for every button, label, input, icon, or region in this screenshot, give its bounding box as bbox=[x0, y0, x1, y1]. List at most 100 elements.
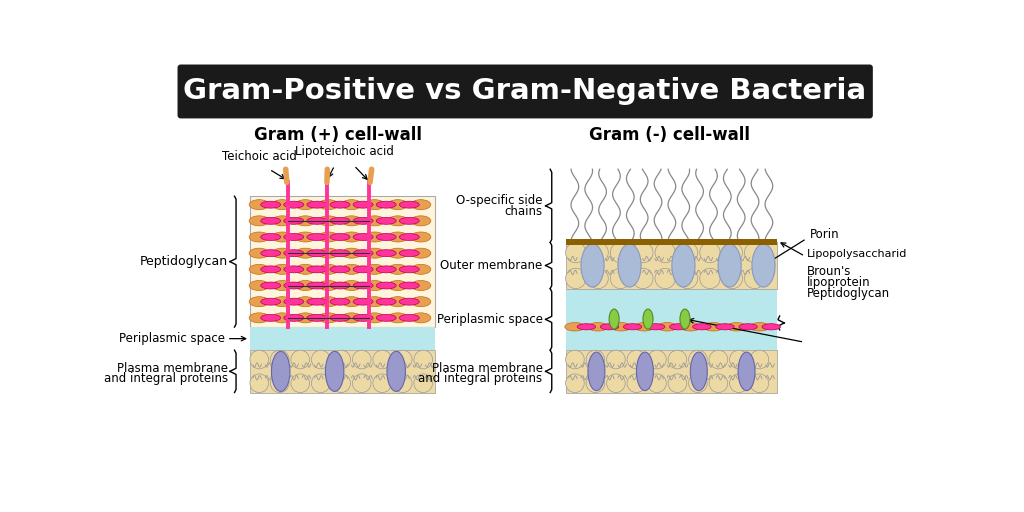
Ellipse shape bbox=[388, 281, 408, 290]
Ellipse shape bbox=[411, 281, 431, 290]
Ellipse shape bbox=[307, 314, 327, 322]
Ellipse shape bbox=[284, 218, 304, 224]
Ellipse shape bbox=[307, 233, 327, 241]
Circle shape bbox=[699, 268, 720, 289]
Ellipse shape bbox=[295, 216, 315, 226]
Ellipse shape bbox=[657, 323, 677, 331]
Circle shape bbox=[606, 350, 626, 369]
Ellipse shape bbox=[388, 200, 408, 210]
Ellipse shape bbox=[387, 351, 406, 391]
Ellipse shape bbox=[307, 282, 327, 289]
Ellipse shape bbox=[318, 248, 339, 258]
Circle shape bbox=[655, 268, 676, 289]
Circle shape bbox=[565, 268, 586, 289]
Ellipse shape bbox=[565, 323, 585, 331]
Ellipse shape bbox=[272, 296, 292, 307]
Circle shape bbox=[270, 374, 289, 393]
Ellipse shape bbox=[272, 264, 292, 274]
Ellipse shape bbox=[376, 250, 396, 257]
Ellipse shape bbox=[249, 296, 269, 307]
Ellipse shape bbox=[643, 309, 653, 329]
Ellipse shape bbox=[261, 218, 281, 224]
Ellipse shape bbox=[318, 296, 339, 307]
Text: Outer membrane: Outer membrane bbox=[440, 259, 543, 272]
Ellipse shape bbox=[376, 201, 396, 208]
Ellipse shape bbox=[411, 248, 431, 258]
Ellipse shape bbox=[307, 266, 327, 273]
Ellipse shape bbox=[578, 324, 596, 330]
Circle shape bbox=[647, 350, 667, 369]
Ellipse shape bbox=[399, 282, 419, 289]
Ellipse shape bbox=[330, 250, 350, 257]
Ellipse shape bbox=[353, 266, 373, 273]
Ellipse shape bbox=[752, 244, 775, 287]
Ellipse shape bbox=[342, 313, 361, 323]
Ellipse shape bbox=[388, 248, 408, 258]
Ellipse shape bbox=[609, 309, 620, 329]
Circle shape bbox=[586, 350, 605, 369]
Ellipse shape bbox=[318, 264, 339, 274]
Ellipse shape bbox=[261, 250, 281, 257]
Circle shape bbox=[668, 374, 687, 393]
Ellipse shape bbox=[376, 266, 396, 273]
Ellipse shape bbox=[295, 248, 315, 258]
Circle shape bbox=[627, 350, 646, 369]
Circle shape bbox=[751, 350, 769, 369]
Ellipse shape bbox=[330, 266, 350, 273]
Circle shape bbox=[250, 374, 268, 393]
Ellipse shape bbox=[261, 201, 281, 208]
Circle shape bbox=[270, 350, 289, 369]
Circle shape bbox=[291, 374, 309, 393]
Ellipse shape bbox=[249, 264, 269, 274]
Ellipse shape bbox=[326, 351, 344, 391]
Circle shape bbox=[565, 350, 585, 369]
Ellipse shape bbox=[295, 264, 315, 274]
Ellipse shape bbox=[272, 313, 292, 323]
Ellipse shape bbox=[295, 296, 315, 307]
FancyBboxPatch shape bbox=[177, 65, 872, 118]
Ellipse shape bbox=[284, 282, 304, 289]
Ellipse shape bbox=[284, 298, 304, 305]
Ellipse shape bbox=[739, 324, 758, 330]
Circle shape bbox=[414, 374, 432, 393]
Ellipse shape bbox=[762, 324, 780, 330]
Ellipse shape bbox=[318, 232, 339, 242]
Ellipse shape bbox=[353, 201, 373, 208]
Ellipse shape bbox=[330, 282, 350, 289]
Circle shape bbox=[688, 374, 708, 393]
Ellipse shape bbox=[330, 233, 350, 241]
Circle shape bbox=[393, 374, 412, 393]
Text: Broun's: Broun's bbox=[807, 265, 851, 278]
Ellipse shape bbox=[249, 248, 269, 258]
Ellipse shape bbox=[342, 248, 361, 258]
Circle shape bbox=[311, 350, 330, 369]
FancyBboxPatch shape bbox=[565, 239, 777, 245]
Ellipse shape bbox=[318, 313, 339, 323]
Ellipse shape bbox=[284, 266, 304, 273]
Ellipse shape bbox=[318, 200, 339, 210]
Ellipse shape bbox=[411, 313, 431, 323]
Circle shape bbox=[729, 350, 749, 369]
Ellipse shape bbox=[376, 282, 396, 289]
Circle shape bbox=[610, 242, 631, 263]
Circle shape bbox=[352, 374, 371, 393]
Ellipse shape bbox=[703, 323, 724, 331]
Circle shape bbox=[709, 374, 728, 393]
Ellipse shape bbox=[330, 298, 350, 305]
Circle shape bbox=[610, 268, 631, 289]
Ellipse shape bbox=[307, 298, 327, 305]
Ellipse shape bbox=[624, 324, 642, 330]
Ellipse shape bbox=[680, 323, 700, 331]
Ellipse shape bbox=[353, 298, 373, 305]
Circle shape bbox=[588, 242, 608, 263]
Text: Plasma membrane: Plasma membrane bbox=[118, 362, 228, 375]
Circle shape bbox=[655, 242, 676, 263]
Ellipse shape bbox=[672, 244, 695, 287]
Ellipse shape bbox=[399, 314, 419, 322]
FancyBboxPatch shape bbox=[565, 289, 777, 350]
Circle shape bbox=[352, 350, 371, 369]
Circle shape bbox=[291, 350, 309, 369]
Ellipse shape bbox=[295, 313, 315, 323]
Text: Peptidoglycan: Peptidoglycan bbox=[140, 255, 228, 268]
Ellipse shape bbox=[399, 250, 419, 257]
